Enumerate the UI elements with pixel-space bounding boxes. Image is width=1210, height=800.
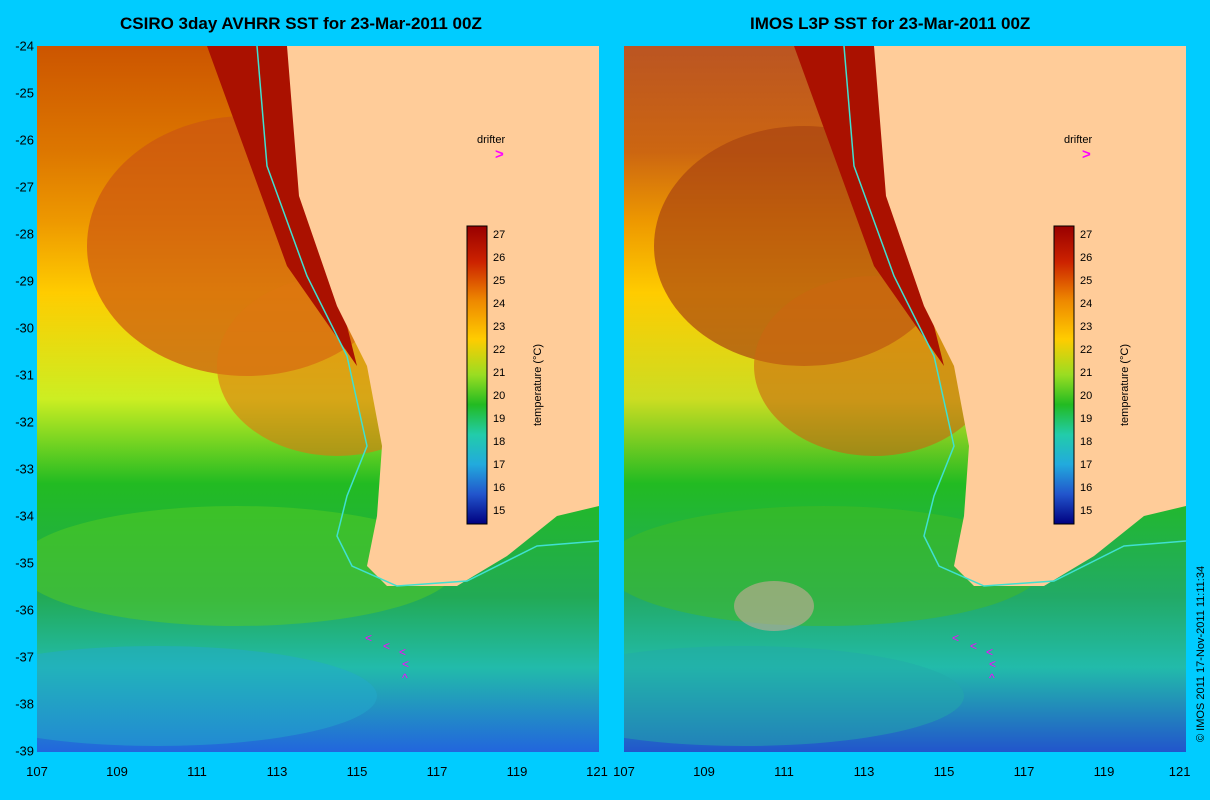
x-tick: 111 [187,764,207,779]
svg-text:<: < [399,645,406,659]
svg-text:25: 25 [493,275,505,287]
svg-text:27: 27 [493,229,505,241]
svg-text:18: 18 [493,436,505,448]
copyright-text: © IMOS 2011 17-Nov-2011 11:11:34 [1195,565,1207,742]
x-tick: 119 [506,764,528,779]
svg-text:<: < [365,631,372,645]
svg-text:20: 20 [1080,390,1092,402]
svg-text:21: 21 [493,367,505,379]
svg-text:<: < [383,639,390,653]
right-sst-map[interactable]: drifter > < < < < ^ 27 26 25 24 23 22 21 20 … [624,46,1186,752]
left-colorbar [466,225,488,525]
y-tick: -37 [15,649,34,665]
svg-text:22: 22 [493,344,505,356]
left-sst-map[interactable]: drifter > < < < < ^ 27 26 25 24 23 22 21 20 … [37,46,599,752]
svg-text:<: < [952,631,959,645]
left-colorbar-ticks: 27 26 25 24 23 22 21 20 19 18 17 16 15 [493,229,505,517]
svg-text:26: 26 [1080,252,1092,264]
svg-text:23: 23 [493,321,505,333]
y-tick: -29 [15,273,34,289]
right-colorbar [1053,225,1075,525]
x-tick: 121 [1168,764,1191,779]
y-tick: -31 [15,367,34,383]
right-colorbar-label: temperature (°C) [1119,344,1131,426]
svg-text:17: 17 [1080,459,1092,471]
y-tick: -36 [15,602,34,618]
right-drifter-label: drifter [1064,134,1092,146]
svg-text:23: 23 [1080,321,1092,333]
x-tick: 117 [426,764,448,779]
y-tick: -38 [15,696,34,712]
svg-text:27: 27 [1080,229,1092,241]
x-tick: 113 [853,764,875,779]
left-colorbar-label: temperature (°C) [532,344,544,426]
svg-text:24: 24 [1080,298,1092,310]
svg-text:<: < [989,657,996,671]
svg-text:25: 25 [1080,275,1092,287]
right-drifter-marker: > [1082,146,1091,163]
left-drifter-marker: > [495,146,504,163]
left-map-canvas: drifter > << <<^ 27 26 25 24 23 22 21 20 … [37,46,599,752]
right-panel-title: IMOS L3P SST for 23-Mar-2011 00Z [750,14,1031,33]
right-drifter-track: << <<^ [952,631,996,685]
svg-text:^: ^ [402,671,408,685]
x-tick: 107 [613,764,635,779]
y-tick: -35 [15,555,34,571]
x-tick: 111 [774,764,794,779]
y-tick: -25 [15,85,34,101]
right-map-canvas: drifter > << <<^ 27 26 25 24 23 22 21 20 … [624,46,1186,752]
x-tick: 113 [266,764,288,779]
y-tick: -28 [15,226,34,242]
svg-text:18: 18 [1080,436,1092,448]
y-tick: -27 [15,179,34,195]
x-tick: 115 [933,764,955,779]
x-tick: 117 [1013,764,1035,779]
svg-text:<: < [402,657,409,671]
svg-text:<: < [970,639,977,653]
svg-text:15: 15 [1080,505,1092,517]
x-tick: 115 [346,764,368,779]
svg-text:<: < [986,645,993,659]
y-tick: -39 [15,743,34,759]
y-tick: -32 [15,414,34,430]
svg-text:26: 26 [493,252,505,264]
left-panel-title: CSIRO 3day AVHRR SST for 23-Mar-2011 00Z [120,14,482,33]
svg-text:16: 16 [493,482,505,494]
svg-text:^: ^ [989,671,995,685]
x-tick: 109 [693,764,715,779]
svg-text:20: 20 [493,390,505,402]
y-tick: -24 [15,38,34,54]
x-tick: 109 [106,764,128,779]
svg-text:22: 22 [1080,344,1092,356]
y-tick: -30 [15,320,34,336]
svg-text:24: 24 [493,298,505,310]
y-tick: -33 [15,461,34,477]
x-tick: 107 [26,764,48,779]
svg-text:19: 19 [493,413,505,425]
svg-text:15: 15 [493,505,505,517]
svg-text:19: 19 [1080,413,1092,425]
left-drifter-track: << <<^ [365,631,409,685]
svg-text:16: 16 [1080,482,1092,494]
y-tick: -34 [15,508,34,524]
left-drifter-label: drifter [477,134,505,146]
right-colorbar-ticks: 27 26 25 24 23 22 21 20 19 18 17 16 15 [1080,229,1092,517]
y-tick: -26 [15,132,34,148]
svg-text:21: 21 [1080,367,1092,379]
x-tick: 119 [1093,764,1115,779]
svg-text:17: 17 [493,459,505,471]
x-tick: 121 [586,764,608,779]
